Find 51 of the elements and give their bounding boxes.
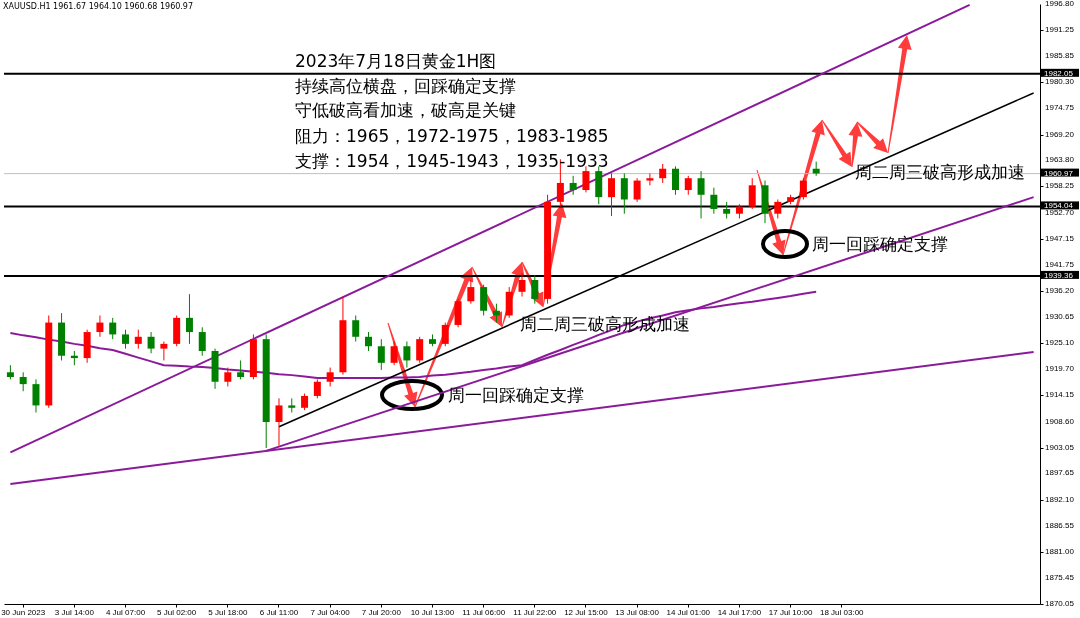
y-tick-label: 1897.65 bbox=[1045, 468, 1075, 478]
x-tick-label: 14 Jul 17:00 bbox=[717, 607, 762, 617]
y-tick-label: 1925.10 bbox=[1045, 338, 1075, 348]
y-tick-label: 1985.85 bbox=[1045, 50, 1075, 60]
x-tick-label: 4 Jul 07:00 bbox=[105, 607, 146, 617]
x-tick-label: 11 Jul 06:00 bbox=[462, 607, 506, 617]
y-tick-label: 1886.55 bbox=[1045, 520, 1075, 530]
x-tick-label: 11 Jul 22:00 bbox=[513, 607, 557, 617]
x-tick-label: 18 Jul 03:00 bbox=[819, 607, 865, 617]
y-tick-label: 1892.10 bbox=[1045, 494, 1075, 504]
ref-line-label: 1982.05 bbox=[1044, 68, 1074, 78]
x-tick-label: 10 Jul 13:00 bbox=[410, 607, 455, 617]
y-tick-label: 1919.70 bbox=[1045, 363, 1075, 373]
y-tick-label: 1875.45 bbox=[1045, 573, 1075, 583]
y-tick-label: 1914.15 bbox=[1045, 390, 1075, 400]
y-tick-label: 1974.75 bbox=[1045, 103, 1075, 113]
x-tick-label: 5 Jul 02:00 bbox=[157, 607, 197, 617]
ref-line-label: 1939.36 bbox=[1044, 270, 1074, 280]
y-tick-label: 1870.05 bbox=[1045, 599, 1075, 608]
y-tick-label: 1930.65 bbox=[1045, 312, 1075, 322]
annotation: 周二周三破高形成加速 bbox=[855, 162, 1025, 182]
x-tick-label: 17 Jul 10:00 bbox=[768, 607, 813, 617]
y-tick-label: 1996.80 bbox=[1045, 0, 1075, 8]
ref-line-label: 1960.97 bbox=[1044, 168, 1074, 178]
y-tick-label: 1881.00 bbox=[1045, 547, 1075, 557]
annotation: 守低破高看加速，破高是关键 bbox=[295, 100, 516, 120]
x-tick-label: 30 Jun 2023 bbox=[1, 607, 46, 617]
y-tick-label: 1936.20 bbox=[1045, 285, 1075, 295]
chart-subtitle: XAUUSD.H1 1961.67 1964.10 1960.68 1960.97 bbox=[3, 2, 194, 11]
text: 2023年7月18日黄金1H图 bbox=[295, 51, 497, 71]
y-tick-label: 1908.60 bbox=[1045, 416, 1075, 426]
x-tick-label: 12 Jul 15:00 bbox=[564, 607, 609, 617]
x-tick-label: 7 Jul 04:00 bbox=[310, 607, 351, 617]
x-tick-label: 5 Jul 18:00 bbox=[208, 607, 248, 617]
y-tick-label: 1947.15 bbox=[1045, 234, 1075, 244]
y-tick-label: 1991.25 bbox=[1045, 25, 1075, 35]
y-tick-label: 1963.80 bbox=[1045, 155, 1075, 165]
annotation: 阻力：1965，1972-1975，1983-1985 bbox=[295, 126, 609, 146]
annotation: 周一回踩确定支撑 bbox=[448, 385, 584, 405]
x-tick-label: 13 Jul 08:00 bbox=[615, 607, 660, 617]
y-tick-label: 1903.05 bbox=[1045, 442, 1075, 452]
x-tick-label: 3 Jul 14:00 bbox=[54, 607, 95, 617]
x-tick-label: 7 Jul 20:00 bbox=[361, 607, 402, 617]
y-tick-label: 1941.75 bbox=[1045, 259, 1075, 269]
y-tick-label: 1980.30 bbox=[1045, 77, 1075, 87]
annotation: 持续高位横盘，回踩确定支撑 bbox=[295, 76, 516, 96]
x-tick-label: 6 Jul 11:00 bbox=[259, 607, 299, 617]
x-tick-label: 14 Jul 01:00 bbox=[666, 607, 711, 617]
y-tick-label: 1969.20 bbox=[1045, 129, 1075, 139]
annotation: 支撑：1954，1945-1943，1935-1933 bbox=[295, 151, 609, 171]
y-tick-label: 1958.25 bbox=[1045, 181, 1075, 191]
